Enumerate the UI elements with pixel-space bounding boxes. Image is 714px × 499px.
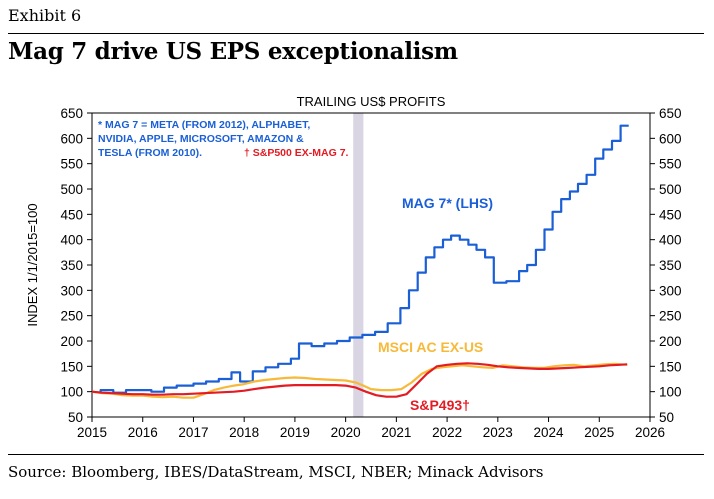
y-tick-label-right: 250 (659, 309, 682, 324)
note-line-3: TESLA (FROM 2010). (98, 147, 202, 159)
y-tick-label-right: 550 (659, 157, 682, 172)
y-tick-label-left: 300 (60, 283, 83, 298)
y-tick-label-left: 650 (60, 106, 83, 121)
y-tick-label-right: 50 (659, 410, 674, 425)
y-tick-label-left: 50 (68, 410, 83, 425)
y-tick-label-left: 100 (60, 385, 83, 400)
x-tick-label: 2016 (128, 425, 158, 440)
y-tick-label-right: 600 (659, 131, 682, 146)
x-tick-label: 2026 (635, 425, 665, 440)
y-tick-label-right: 200 (659, 334, 682, 349)
note-line-2: NVIDIA, APPLE, MICROSOFT, AMAZON & (98, 133, 304, 145)
y-axis-label: INDEX 1/1/2015=100 (25, 203, 40, 326)
recession-band (353, 113, 364, 417)
y-tick-label-left: 250 (60, 309, 83, 324)
y-tick-label-left: 150 (60, 359, 83, 374)
y-tick-label-right: 150 (659, 359, 682, 374)
exhibit-label: Exhibit 6 (8, 6, 82, 25)
x-tick-label: 2019 (280, 425, 310, 440)
x-tick-label: 2024 (534, 425, 565, 440)
y-tick-label-left: 450 (60, 207, 83, 222)
note-line-1: * MAG 7 = META (FROM 2012), ALPHABET, (98, 119, 310, 131)
label-mag7: MAG 7* (LHS) (402, 195, 493, 211)
y-tick-label-right: 500 (659, 182, 682, 197)
x-tick-label: 2015 (77, 425, 107, 440)
chart-subtitle: TRAILING US$ PROFITS (297, 94, 446, 109)
x-tick-label: 2021 (381, 425, 411, 440)
x-tick-label: 2022 (432, 425, 462, 440)
x-tick-label: 2020 (331, 425, 361, 440)
series-line-sp493 (91, 362, 628, 398)
y-tick-label-right: 300 (659, 283, 682, 298)
y-tick-label-left: 350 (60, 258, 83, 273)
x-tick-label: 2018 (229, 425, 259, 440)
bottom-rule (8, 454, 704, 455)
y-tick-label-left: 200 (60, 334, 83, 349)
chart-title: Mag 7 drive US EPS exceptionalism (8, 38, 458, 65)
x-tick-label: 2023 (483, 425, 513, 440)
y-tick-label-left: 400 (60, 233, 83, 248)
x-tick-label: 2017 (178, 425, 208, 440)
x-tick-label: 2025 (584, 425, 614, 440)
y-tick-label-right: 450 (659, 207, 682, 222)
y-tick-label-left: 550 (60, 157, 83, 172)
label-sp493: S&P493† (410, 397, 470, 413)
y-tick-label-left: 600 (60, 131, 83, 146)
y-tick-label-right: 350 (659, 258, 682, 273)
y-tick-label-right: 650 (659, 106, 682, 121)
y-tick-label-right: 400 (659, 233, 682, 248)
top-rule (8, 33, 704, 34)
y-tick-label-right: 100 (659, 385, 682, 400)
label-msci: MSCI AC EX-US (378, 339, 483, 355)
source-note: Source: Bloomberg, IBES/DataStream, MSCI… (8, 463, 544, 481)
y-tick-label-left: 500 (60, 182, 83, 197)
note-red: † S&P500 EX-MAG 7. (244, 147, 349, 159)
series-line-mag7 (91, 124, 629, 394)
